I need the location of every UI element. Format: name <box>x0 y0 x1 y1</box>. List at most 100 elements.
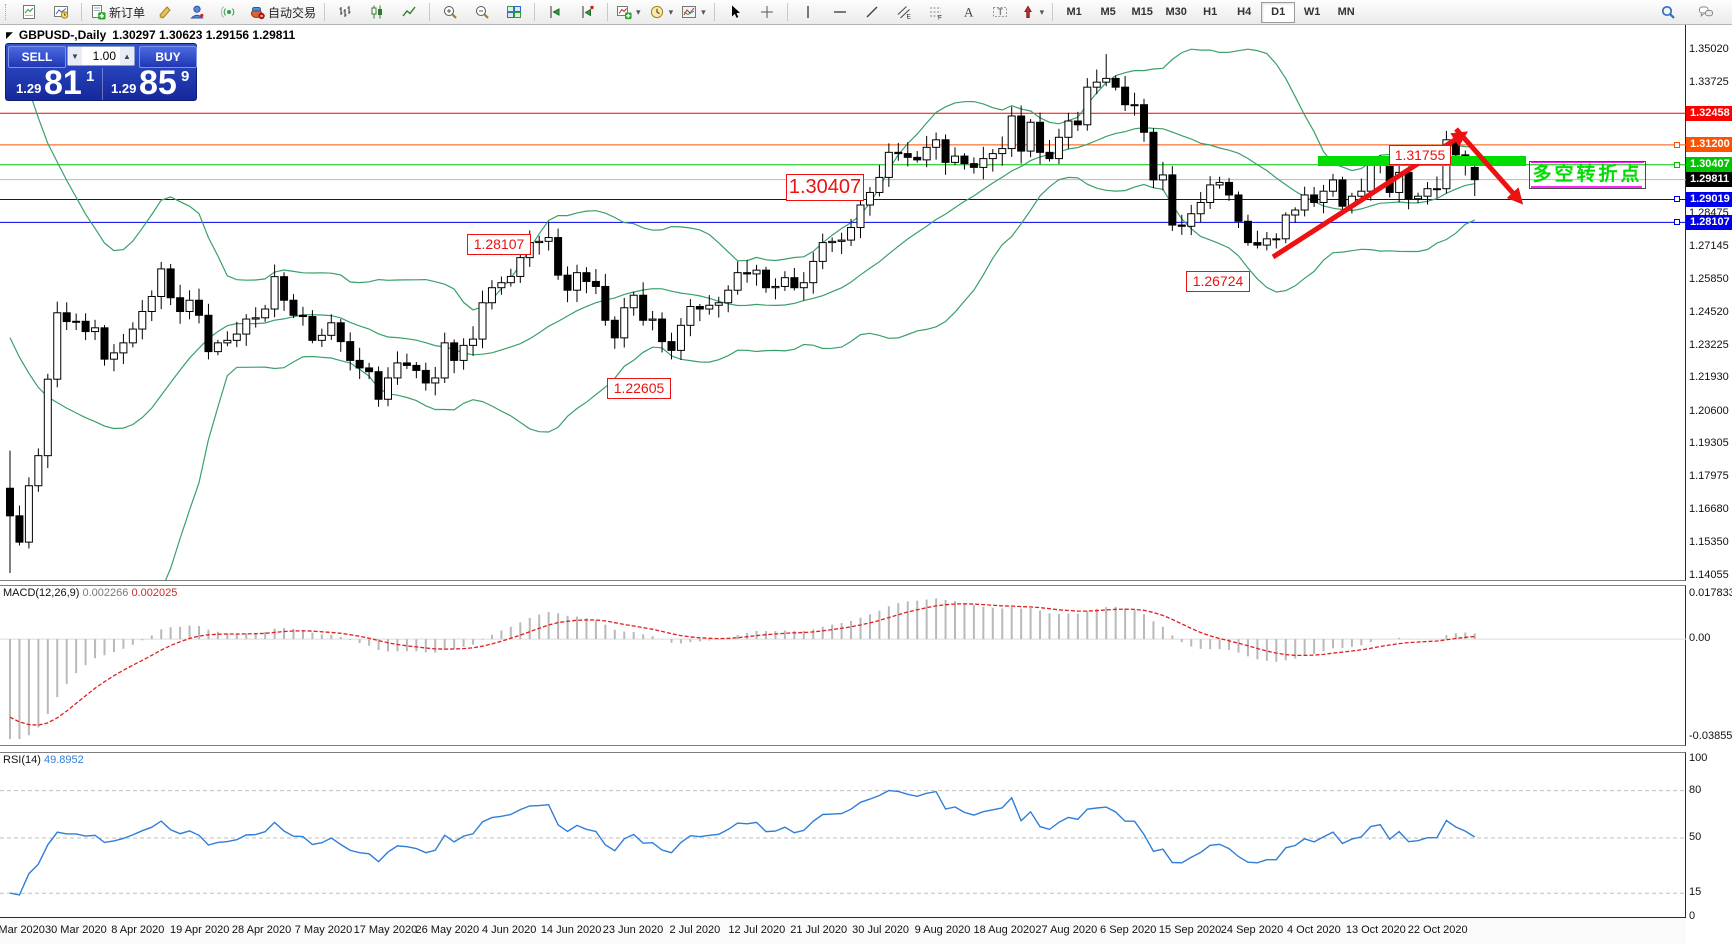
metaeditor-button[interactable] <box>149 1 181 24</box>
new-order-icon <box>90 4 106 20</box>
candle-body <box>487 287 496 304</box>
chat-button[interactable] <box>1690 1 1722 24</box>
candle-body <box>478 302 487 340</box>
rsi-chart[interactable] <box>0 753 1686 917</box>
text-button[interactable]: A <box>952 1 984 24</box>
toolbar-separator <box>324 3 326 21</box>
candlestick-chart-button[interactable] <box>361 1 393 24</box>
chevron-down-icon[interactable]: ▾ <box>1039 6 1045 17</box>
sell-button[interactable]: SELL <box>8 46 66 68</box>
date-tick: 19 Apr 2020 <box>170 924 230 936</box>
auto-scroll-button[interactable] <box>539 1 571 24</box>
price-axis[interactable]: 1.35020 1.33725 1.32458 1.31200 1.30407 1.298… <box>1686 25 1732 944</box>
toolbar-drag-handle[interactable] <box>5 4 10 20</box>
line-chart-button[interactable] <box>393 1 425 24</box>
equidistant-channel-button[interactable]: E <box>888 1 920 24</box>
candle-body <box>280 276 289 301</box>
candle-body <box>1177 224 1186 227</box>
volume-up-button[interactable]: ▲ <box>120 47 134 65</box>
price-callout-1.28107[interactable]: 1.28107 <box>467 234 531 255</box>
buy-price-base: 1.29 <box>111 81 137 96</box>
chevron-down-icon[interactable]: ▾ <box>636 6 641 17</box>
chevron-down-icon[interactable]: ▾ <box>668 6 674 17</box>
timeframe-h1-button[interactable]: H1 <box>1203 6 1218 18</box>
note-turning-point[interactable]: 多空转折点 <box>1529 161 1646 189</box>
line-anchor-handle[interactable] <box>1674 219 1680 226</box>
new-order-button[interactable]: 新订单 <box>86 1 149 24</box>
candle-body <box>440 342 449 379</box>
volume-stepper[interactable]: ▼ 1.00 ▲ <box>67 46 135 66</box>
candle-body <box>213 342 222 353</box>
line-anchor-handle[interactable] <box>1674 196 1680 203</box>
buy-button[interactable]: BUY <box>139 46 197 68</box>
price-tick-1.19305: 1.19305 <box>1689 437 1729 449</box>
horizontal-line-button[interactable] <box>824 1 856 24</box>
volume-down-button[interactable]: ▼ <box>68 47 82 65</box>
line-anchor-handle[interactable] <box>1674 161 1680 168</box>
price-callout-1.31755[interactable]: 1.31755 <box>1389 145 1451 165</box>
timeframe-m5-button[interactable]: M5 <box>1100 6 1116 18</box>
zoom-out-button[interactable] <box>466 1 498 24</box>
timeframe-w1-button[interactable]: W1 <box>1303 6 1321 18</box>
macd-pane[interactable] <box>0 585 1686 746</box>
rsi-axis-0: 0 <box>1689 910 1696 922</box>
candle-body <box>979 158 988 168</box>
macd-chart[interactable] <box>0 586 1686 745</box>
timeframe-mn-button[interactable]: MN <box>1337 6 1355 18</box>
buy-quote[interactable]: 1.29 85 9 <box>103 66 197 100</box>
crosshair-button[interactable] <box>751 1 783 24</box>
cursor-button[interactable] <box>719 1 751 24</box>
periods-icon <box>649 4 665 20</box>
autotrading-button[interactable]: 自动交易 <box>245 1 320 24</box>
timeframe-m1-button[interactable]: M1 <box>1066 6 1082 18</box>
main-chart-pane[interactable] <box>0 25 1686 658</box>
trendline-icon <box>864 4 880 20</box>
candle-body <box>1121 86 1130 106</box>
signals-button[interactable] <box>213 1 245 24</box>
candle-body <box>516 257 525 277</box>
tile-windows-button[interactable] <box>498 1 530 24</box>
new-chart-button[interactable] <box>13 1 45 24</box>
community-button[interactable] <box>181 1 213 24</box>
arrows-button[interactable]: ▾ <box>1016 1 1049 24</box>
profiles-button[interactable] <box>45 1 77 24</box>
chart-shift-button[interactable] <box>571 1 603 24</box>
rsi-pane[interactable] <box>0 752 1686 918</box>
sell-quote[interactable]: 1.29 81 1 <box>8 66 102 100</box>
candle-body <box>497 282 506 289</box>
timeframe-d1-button[interactable]: D1 <box>1261 1 1296 23</box>
indicators-button[interactable]: ▾ <box>612 1 645 24</box>
down-trend-arrow[interactable] <box>1454 127 1524 205</box>
candle-body <box>1196 201 1205 215</box>
price-callout-1.26724[interactable]: 1.26724 <box>1186 271 1250 292</box>
periods-button[interactable]: ▾ <box>645 1 678 24</box>
timeframe-m15-button[interactable]: M15 <box>1131 6 1153 18</box>
candle-body <box>582 272 591 282</box>
zoom-in-button[interactable] <box>434 1 466 24</box>
trendline-button[interactable] <box>856 1 888 24</box>
toolbar-separator <box>1052 3 1054 21</box>
price-callout-1.22605[interactable]: 1.22605 <box>607 378 671 399</box>
volume-field[interactable]: 1.00 <box>92 49 116 63</box>
candle-body <box>1404 171 1413 200</box>
candle-body <box>913 156 922 161</box>
timeframe-h4-button[interactable]: H4 <box>1237 6 1252 18</box>
candle-body <box>43 378 52 457</box>
candle-body <box>1054 136 1063 160</box>
templates-button[interactable]: ▾ <box>677 1 710 24</box>
timeframe-m30-button[interactable]: M30 <box>1165 6 1187 18</box>
chevron-down-icon[interactable]: ▾ <box>701 6 706 17</box>
note-underline <box>1531 186 1642 188</box>
vertical-line-button[interactable] <box>792 1 824 24</box>
search-button[interactable] <box>1652 1 1684 24</box>
bar-chart-button[interactable] <box>329 1 361 24</box>
fibonacci-button[interactable]: F <box>920 1 952 24</box>
date-tick: 27 Aug 2020 <box>1035 924 1098 936</box>
line-anchor-handle[interactable] <box>1674 141 1680 148</box>
price-chart[interactable] <box>0 25 1686 658</box>
candle-body <box>1168 174 1177 226</box>
text-label-button[interactable]: T <box>984 1 1016 24</box>
candle-body <box>384 377 392 400</box>
price-callout-1.30407[interactable]: 1.30407 <box>786 174 864 201</box>
